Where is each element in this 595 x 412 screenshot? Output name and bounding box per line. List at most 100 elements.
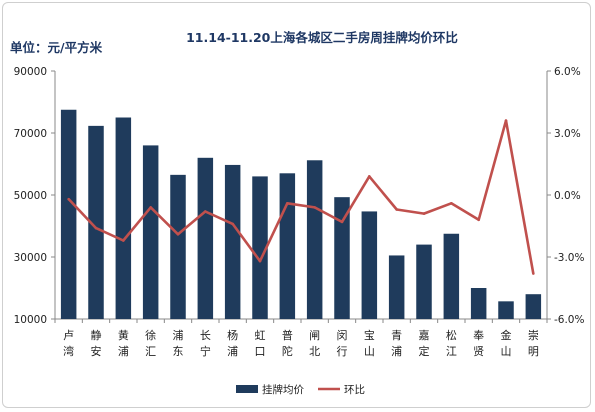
- category-char: 明: [528, 345, 539, 358]
- left-tick-label: 90000: [14, 66, 47, 78]
- category-label: 闵行: [337, 328, 348, 358]
- line-point: [450, 201, 453, 205]
- category-char: 口: [255, 345, 266, 358]
- series-line: [67, 119, 535, 274]
- category-label: 奉贤: [473, 328, 484, 358]
- category-label: 宝山: [364, 328, 375, 358]
- category-char: 贤: [473, 345, 484, 358]
- bar: [388, 255, 405, 319]
- category-char: 浦: [227, 345, 238, 358]
- line-series: [67, 119, 535, 275]
- category-label: 浦东: [173, 329, 184, 358]
- category-char: 江: [446, 345, 457, 358]
- bar: [498, 301, 514, 319]
- category-label: 闸北: [309, 329, 320, 358]
- legend-label: 环比: [344, 383, 365, 396]
- bar: [334, 197, 350, 319]
- line-point: [532, 272, 535, 275]
- legend-label: 挂牌均价: [262, 383, 304, 396]
- line-point: [94, 226, 98, 230]
- left-tick-label: 10000: [14, 314, 47, 326]
- category-char: 松: [446, 328, 457, 342]
- category-label: 崇明: [528, 329, 539, 358]
- legend-bar-swatch: [236, 385, 258, 393]
- right-tick-label: 3.0%: [554, 128, 581, 140]
- left-tick-label: 30000: [14, 252, 47, 264]
- category-label: 徐汇: [145, 328, 156, 358]
- bar: [279, 173, 296, 319]
- bar: [197, 157, 214, 319]
- category-label: 长宁: [200, 329, 211, 358]
- line-point: [231, 222, 234, 226]
- category-char: 崇: [528, 329, 539, 342]
- left-tick-label: 50000: [14, 190, 47, 202]
- category-char: 浦: [391, 345, 402, 358]
- line-point: [258, 259, 262, 263]
- chart-frame: [2, 2, 591, 408]
- category-char: 湾: [63, 344, 74, 358]
- bar: [416, 244, 432, 319]
- right-tick-label: -6.0%: [554, 314, 584, 326]
- category-char: 宁: [200, 344, 211, 358]
- unit-label: 单位：元/平方米: [10, 40, 103, 55]
- left-tick-label: 70000: [14, 128, 47, 140]
- axes: 10000 30000 50000 70000 90000 -6.0% -3.0% 0.0% 3…: [14, 66, 585, 326]
- line-point: [368, 175, 371, 178]
- category-char: 青: [391, 329, 402, 342]
- chart-title: 11.14-11.20上海各城区二手房周挂牌均价环比: [186, 30, 458, 45]
- category-char: 闵: [337, 328, 348, 342]
- bar-series: [60, 109, 542, 320]
- category-char: 行: [337, 345, 348, 358]
- line-point: [313, 206, 316, 209]
- category-char: 长: [200, 329, 211, 342]
- category-char: 浦: [173, 329, 184, 342]
- line-point: [204, 210, 207, 213]
- category-char: 山: [501, 345, 512, 358]
- right-tick-label: 0.0%: [554, 190, 581, 202]
- category-char: 闸: [309, 329, 320, 342]
- right-tick-label: -3.0%: [554, 252, 584, 264]
- category-label: 杨浦: [227, 328, 238, 358]
- category-char: 宝: [364, 328, 375, 342]
- line-point: [422, 212, 426, 215]
- bar: [443, 233, 460, 319]
- bar: [115, 117, 132, 319]
- category-char: 杨: [227, 328, 238, 342]
- category-char: 东: [173, 345, 184, 358]
- category-char: 安: [91, 344, 102, 358]
- bar: [252, 176, 268, 319]
- category-char: 嘉: [419, 328, 430, 342]
- category-char: 卢: [63, 329, 74, 342]
- category-label: 静安: [91, 328, 102, 358]
- category-char: 汇: [145, 345, 156, 358]
- category-label: 松江: [446, 328, 457, 358]
- category-label: 普陀: [282, 328, 293, 358]
- legend: 挂牌均价 环比: [236, 383, 365, 396]
- bar: [142, 145, 159, 319]
- category-char: 奉: [473, 328, 484, 342]
- category-char: 陀: [282, 344, 293, 358]
- category-char: 普: [282, 328, 293, 342]
- bar: [306, 160, 323, 319]
- category-label: 卢湾: [63, 329, 74, 358]
- category-char: 静: [91, 328, 102, 342]
- category-char: 山: [364, 345, 375, 358]
- category-label: 虹口: [255, 329, 266, 358]
- category-label: 金山: [501, 328, 512, 358]
- category-char: 金: [501, 328, 512, 342]
- category-char: 黄: [118, 328, 129, 342]
- category-char: 北: [309, 345, 320, 358]
- bar: [224, 164, 241, 319]
- line-point: [149, 206, 152, 209]
- line-point: [340, 220, 344, 224]
- category-char: 定: [419, 344, 430, 358]
- line-point: [477, 218, 480, 222]
- bar: [60, 109, 77, 319]
- category-label: 青浦: [391, 329, 402, 358]
- category-label: 黄浦: [118, 328, 129, 358]
- right-tick-label: 6.0%: [554, 66, 581, 78]
- line-point: [504, 119, 508, 122]
- line-point: [395, 208, 398, 211]
